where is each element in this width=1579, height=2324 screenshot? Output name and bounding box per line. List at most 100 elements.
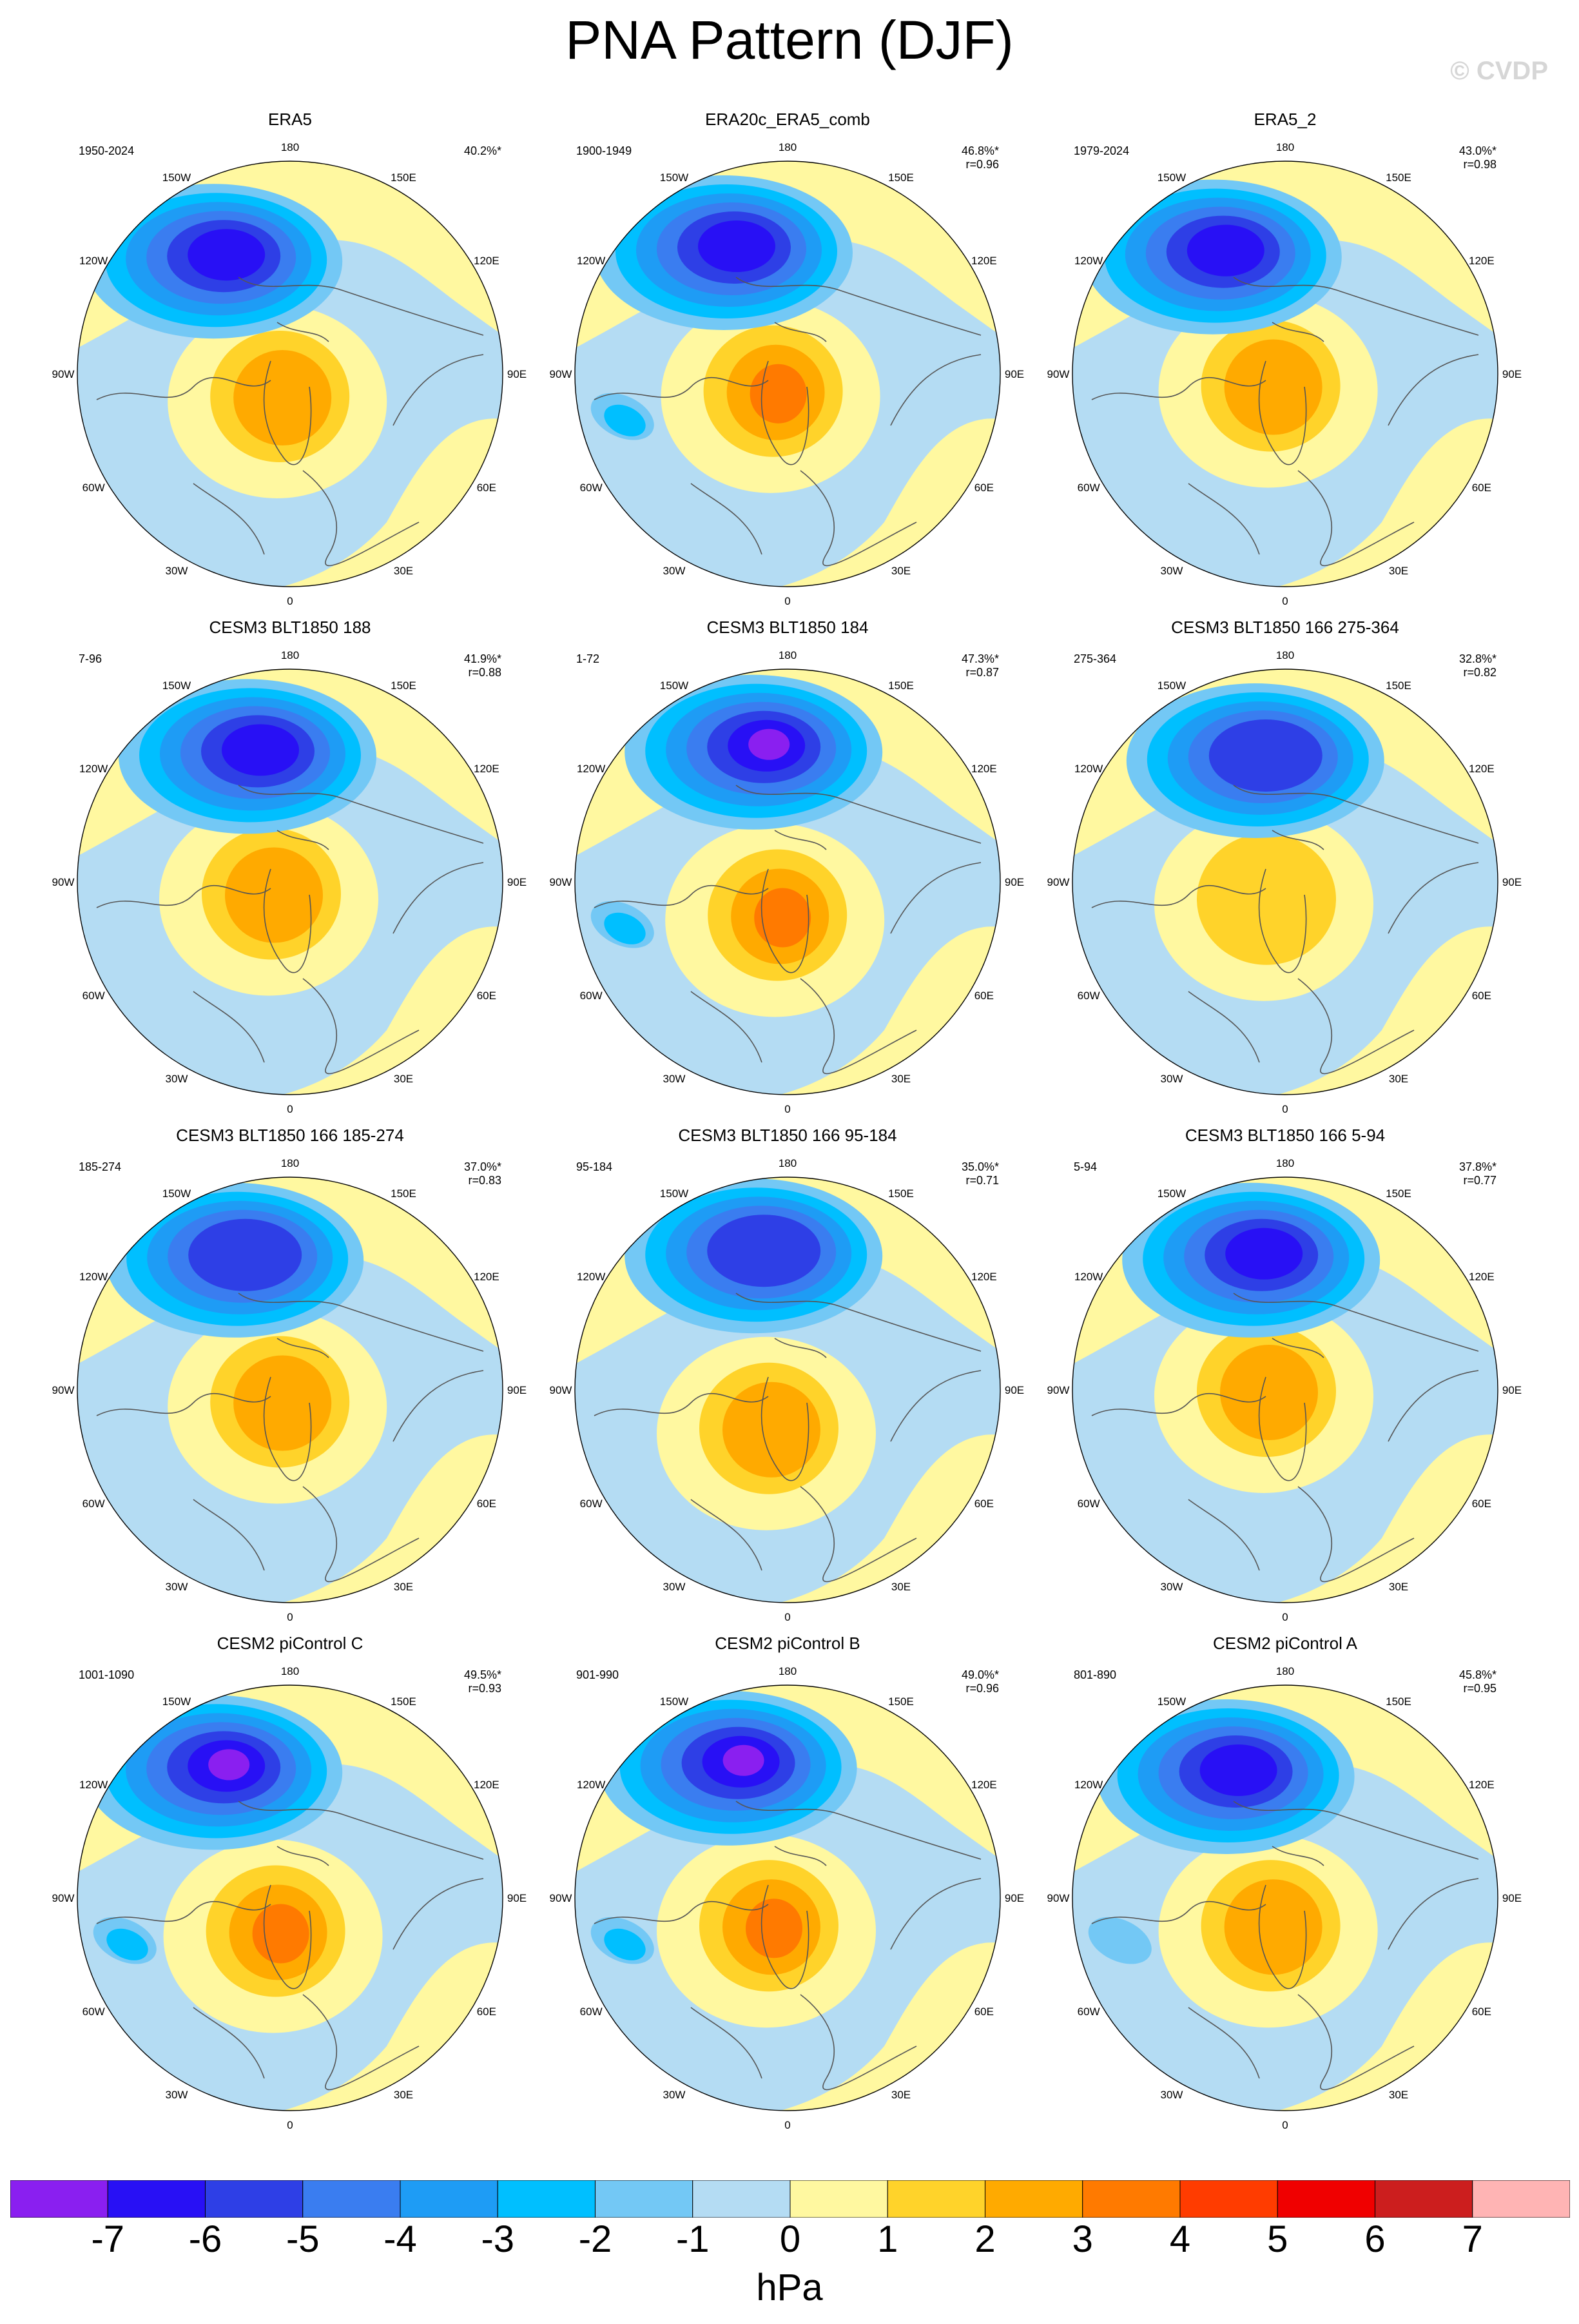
negative-anomaly-contour [1187,224,1264,277]
coastline [1233,1293,1479,1352]
longitude-label: 60W [580,482,603,494]
panel-title: ERA5_2 [1254,110,1317,129]
coastline [1272,830,1324,850]
longitude-label: 90E [1502,1892,1522,1904]
longitude-label: 180 [281,1665,299,1677]
longitude-label: 0 [784,2119,790,2131]
longitude-label: 60E [1472,1498,1491,1510]
longitude-label: 120E [1469,763,1495,775]
coastline [392,354,484,426]
positive-anomaly-contour [233,1355,332,1451]
coastline [1272,1846,1324,1866]
positive-anomaly-contour [722,1382,820,1478]
longitude-label: 90W [550,368,572,380]
negative-anomaly-contour [748,728,790,760]
longitude-label: 60W [580,1498,603,1510]
longitude-label: 90W [52,876,75,888]
coastline [760,1884,809,1989]
secondary-low-contour [106,1928,148,1960]
longitude-label: 30E [891,2089,911,2101]
panel-stats: 49.0%* r=0.96 [962,1668,999,1695]
coastline [96,1900,271,1924]
map-border [77,669,503,1095]
longitude-label: 0 [1282,2119,1288,2131]
longitude-label: 60W [1078,990,1100,1002]
map-border [1072,1684,1498,2111]
colorbar-swatch [595,2180,693,2218]
coastline [263,1884,312,1989]
coastline [1233,1801,1479,1860]
coastline [302,978,420,1075]
colorbar-swatch [985,2180,1083,2218]
panel-stats: 45.8%* r=0.95 [1459,1668,1497,1695]
longitude-label: 150W [1158,1695,1186,1708]
polar-map: 180 150E 120E 90E 60E 30E 0 30W 60W 90W 120W 150W [52,1157,527,1623]
coastline [890,862,982,934]
longitude-label: 0 [287,1103,293,1115]
variance-explained: 49.0%* [961,1668,999,1681]
longitude-label: 90E [1005,876,1024,888]
coastline [1091,1392,1266,1416]
longitude-label: 150W [660,1695,688,1708]
coastline [774,322,827,342]
coastline [1258,1376,1307,1481]
coastline [890,354,982,426]
polar-map: 180 150E 120E 90E 60E 30E 0 30W 60W 90W 120W 150W [52,649,527,1115]
panel-period: 185-274 [79,1160,122,1173]
panel-period: 1-72 [576,652,600,665]
map-panel: 180 150E 120E 90E 60E 30E 0 30W 60W 90W 120W 150W CE… [1034,1126,1536,1635]
longitude-label: 30E [1389,1073,1408,1085]
longitude-label: 60W [82,482,105,494]
pattern-correlation: r=0.88 [468,666,501,679]
colorbar-swatch [1375,2180,1473,2218]
longitude-label: 30E [1389,1581,1408,1593]
coastline [1258,360,1307,465]
coastline [760,1376,809,1481]
longitude-label: 30W [166,565,188,577]
polar-map: 180 150E 120E 90E 60E 30E 0 30W 60W 90W 120W 150W [550,1157,1025,1623]
map-panel: 180 150E 120E 90E 60E 30E 0 30W 60W 90W 120W 150W CE… [536,618,1039,1127]
longitude-label: 120E [474,763,499,775]
longitude-label: 30W [1161,565,1183,577]
pattern-correlation: r=0.98 [1463,158,1497,171]
longitude-label: 90W [550,1384,572,1396]
panel-period: 1950-2024 [79,144,135,157]
longitude-label: 120E [1469,1779,1495,1791]
longitude-label: 60E [1472,482,1491,494]
coastline [193,2007,265,2079]
longitude-label: 90W [550,876,572,888]
positive-anomaly-contour [252,1904,309,1964]
map-border [1072,669,1498,1095]
variance-explained: 37.8%* [1458,1160,1497,1173]
longitude-label: 120W [79,255,108,267]
longitude-label: 120W [1074,1779,1103,1791]
panel-period: 901-990 [576,1668,619,1681]
longitude-label: 150W [162,1187,191,1200]
longitude-label: 150E [1386,679,1411,692]
coastline [1188,2007,1260,2079]
longitude-label: 120W [79,1779,108,1791]
map-border [1072,1177,1498,1603]
coastline [96,376,271,400]
longitude-label: 90E [1005,1892,1024,1904]
panel-title: CESM2 piControl C [217,1634,363,1653]
longitude-label: 120W [1074,255,1103,267]
negative-anomaly-contour [1225,1227,1303,1280]
coastline [238,1293,484,1352]
longitude-label: 180 [1276,649,1294,661]
longitude-label: 150E [1386,1695,1411,1708]
coastline [1258,868,1307,973]
longitude-label: 60E [477,2006,496,2018]
secondary-low-contour [604,404,646,436]
longitude-label: 120E [971,255,997,267]
longitude-label: 60E [1472,2006,1491,2018]
longitude-label: 120W [577,1779,605,1791]
longitude-label: 90E [507,368,527,380]
longitude-label: 120E [971,1779,997,1791]
secondary-low-contour [1088,1917,1152,1964]
longitude-label: 30E [891,565,911,577]
panel-stats: 49.5%* r=0.93 [464,1668,501,1695]
polar-map: 180 150E 120E 90E 60E 30E 0 30W 60W 90W 120W 150W [1047,1665,1522,2131]
colorbar-tick-label: 3 [1072,2218,1093,2260]
map-border [574,1684,1001,2111]
